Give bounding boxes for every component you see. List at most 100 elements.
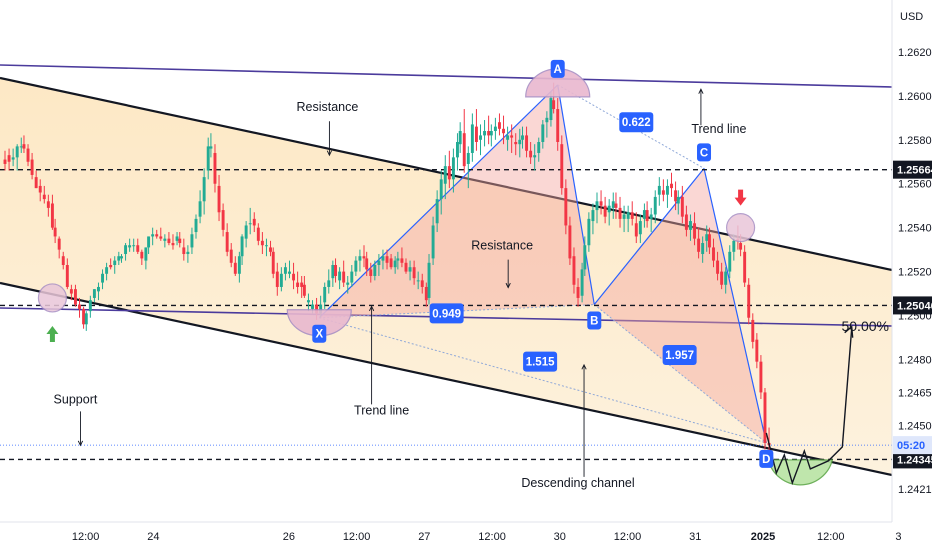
candle-body xyxy=(300,282,304,287)
candle-body xyxy=(315,304,319,314)
candle-body xyxy=(649,214,653,219)
pointer-resistance-2-head xyxy=(505,282,511,289)
candle-body xyxy=(319,304,323,314)
candle-body xyxy=(435,199,439,224)
candle-body xyxy=(69,289,73,294)
y-tick-6: 1.25200 xyxy=(898,267,932,279)
candle-body xyxy=(147,236,151,248)
candle-body xyxy=(607,205,611,213)
candle-body xyxy=(751,319,755,342)
annotation-label-3: Trend line xyxy=(691,122,746,136)
candle-body xyxy=(120,256,123,259)
candle-body xyxy=(416,280,420,282)
candle-body xyxy=(3,159,7,164)
candle-body xyxy=(92,289,96,298)
candle-body xyxy=(479,135,482,140)
candle-body xyxy=(182,247,186,255)
candle-body xyxy=(755,339,759,362)
candle-body xyxy=(283,267,287,274)
candle-body xyxy=(521,135,524,140)
annotation-label-4: Trend line xyxy=(354,403,409,417)
projection-arrowhead xyxy=(844,325,854,338)
candle-body xyxy=(552,100,556,110)
candle-body xyxy=(7,155,11,162)
candle-body xyxy=(57,238,61,250)
ratio-label-4: 1.957 xyxy=(665,350,694,362)
candle-body xyxy=(747,284,751,318)
point-label-x: X xyxy=(315,329,323,341)
x-tick-6: 12:00 xyxy=(478,531,506,543)
x-tick-9: 31 xyxy=(689,531,701,543)
candle-body xyxy=(50,203,54,228)
candle-body xyxy=(389,258,393,268)
candle-body xyxy=(759,361,763,393)
x-tick-3: 26 xyxy=(283,531,295,543)
candle-body xyxy=(248,223,252,225)
candle-body xyxy=(22,144,26,149)
candle-body xyxy=(728,251,732,272)
candle-body xyxy=(458,131,462,145)
candle-body xyxy=(288,271,291,274)
candle-body xyxy=(202,177,206,202)
candle-body xyxy=(556,109,560,142)
annotation-label-5: Support xyxy=(54,392,98,406)
candle-body xyxy=(358,256,362,261)
y-tick-8: 1.24800 xyxy=(898,354,932,366)
candle-body xyxy=(493,126,497,132)
candle-body xyxy=(302,284,306,296)
x-tick-labels: 12:00 24 26 12:00 27 12:00 30 12:00 31 2025 12:00 3 xyxy=(72,531,902,543)
price-label-1: 1.25664 xyxy=(897,165,932,177)
candle-body xyxy=(697,238,701,252)
candle-body xyxy=(653,196,657,215)
candle-body xyxy=(583,245,587,270)
y-tick-5: 1.25400 xyxy=(898,223,932,235)
candle-body xyxy=(342,271,346,283)
candle-body xyxy=(545,117,549,123)
candle-body xyxy=(518,139,522,145)
pattern-leg-bc xyxy=(593,167,705,305)
candle-body xyxy=(279,273,283,287)
candle-body xyxy=(665,185,669,195)
candle-body xyxy=(732,240,736,252)
candle-body xyxy=(194,218,198,233)
candle-body xyxy=(693,223,696,239)
y-tick-4: 1.25600 xyxy=(898,179,932,191)
candle-body xyxy=(497,122,501,129)
candle-body xyxy=(489,131,493,136)
candle-body xyxy=(487,131,491,136)
candle-body xyxy=(260,240,264,246)
candle-body xyxy=(82,308,86,325)
candle-body xyxy=(572,256,576,285)
candle-body xyxy=(338,271,342,281)
candle-body xyxy=(30,159,34,175)
ratio-label-2: 0.622 xyxy=(622,117,651,129)
pointer-support-head xyxy=(77,440,84,447)
candle-body xyxy=(483,131,487,136)
candle-body xyxy=(707,234,711,248)
trend-line-upper xyxy=(0,64,893,88)
candle-body xyxy=(642,210,646,219)
annotation-labels: Resistance Resistance Trend line Trend line… xyxy=(54,59,889,490)
candle-body xyxy=(233,262,237,274)
candle-body xyxy=(264,245,268,247)
candle-body xyxy=(65,265,69,287)
candle-body xyxy=(591,210,595,222)
candle-body xyxy=(533,155,537,158)
x-tick-10: 2025 xyxy=(751,531,775,543)
time-axis[interactable] xyxy=(0,522,892,550)
candle-body xyxy=(163,238,167,241)
ratio-box-3 xyxy=(523,351,558,372)
annotations-decor xyxy=(37,68,854,486)
candle-body xyxy=(684,214,688,230)
candle-body xyxy=(701,243,705,255)
resistance-touch-circle xyxy=(725,213,756,243)
y-tick-10: 1.24500 xyxy=(898,420,932,432)
candle-body xyxy=(676,196,680,204)
candle-body xyxy=(327,280,331,287)
candle-body xyxy=(167,238,171,244)
candle-body xyxy=(209,146,213,149)
candle-body xyxy=(19,146,23,148)
point-label-c: C xyxy=(700,147,708,159)
candle-body xyxy=(408,267,412,272)
